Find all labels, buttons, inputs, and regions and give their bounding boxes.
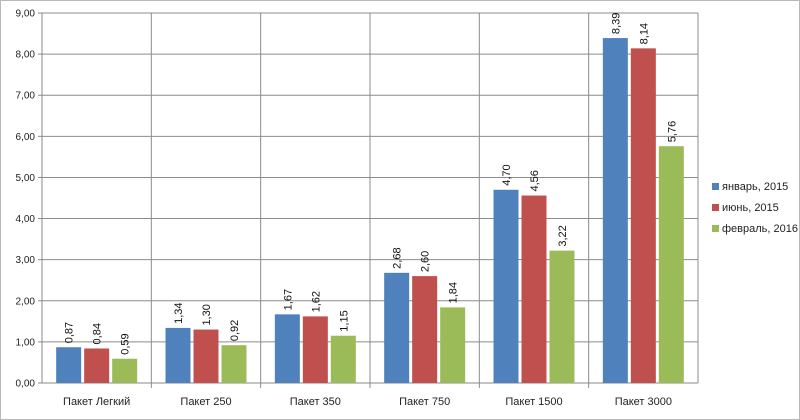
data-label: 1,62 (310, 291, 322, 312)
bar (330, 335, 356, 383)
data-label: 2,60 (420, 251, 432, 272)
legend-label: июнь, 2015 (722, 202, 779, 214)
y-tick-label: 0,00 (16, 379, 36, 390)
bar (521, 195, 547, 383)
x-category-label: Пакет 1500 (505, 396, 562, 408)
bar (193, 329, 219, 383)
data-label: 8,14 (638, 23, 650, 44)
bar (549, 250, 575, 383)
legend-swatch (712, 225, 719, 232)
data-label: 0,87 (64, 322, 76, 343)
y-tick-label: 4,00 (16, 214, 36, 225)
bar (112, 358, 138, 383)
data-label: 1,67 (282, 289, 294, 310)
data-label: 4,70 (501, 164, 513, 185)
data-label: 1,30 (201, 304, 213, 325)
y-tick-label: 1,00 (16, 337, 36, 348)
x-category-label: Пакет 350 (290, 396, 341, 408)
y-tick-label: 3,00 (16, 255, 36, 266)
bar (165, 327, 191, 383)
bar (384, 272, 410, 383)
legend-label: февраль, 2016 (722, 223, 798, 235)
bar (56, 347, 82, 383)
bar (84, 348, 110, 383)
y-tick-label: 7,00 (16, 91, 36, 102)
bar (440, 307, 466, 383)
x-category-label: Пакет 750 (399, 396, 450, 408)
bar (302, 316, 328, 383)
x-category-label: Пакет Легкий (63, 396, 130, 408)
data-label: 8,39 (610, 13, 622, 34)
y-tick-label: 2,00 (16, 296, 36, 307)
data-label: 3,22 (557, 225, 569, 246)
y-tick-label: 6,00 (16, 132, 36, 143)
data-label: 0,92 (229, 320, 241, 341)
x-category-label: Пакет 250 (180, 396, 231, 408)
bar (412, 276, 438, 383)
bar (602, 38, 628, 383)
x-category-label: Пакет 3000 (615, 396, 672, 408)
data-label: 5,76 (666, 121, 678, 142)
data-label: 1,15 (338, 310, 350, 331)
bar (221, 345, 247, 383)
data-label: 1,34 (173, 302, 185, 323)
legend-swatch (712, 204, 719, 211)
data-label: 0,84 (92, 323, 104, 344)
y-tick-label: 9,00 (16, 9, 36, 20)
data-label: 2,68 (392, 247, 404, 268)
y-tick-label: 8,00 (16, 50, 36, 61)
bar (658, 146, 684, 383)
data-label: 4,56 (529, 170, 541, 191)
legend-swatch (712, 183, 719, 190)
bar (493, 189, 519, 383)
bar (274, 314, 300, 383)
data-label: 0,59 (120, 333, 132, 354)
legend-label: январь, 2015 (722, 181, 788, 193)
bar (630, 48, 656, 383)
data-label: 1,84 (448, 282, 460, 303)
y-tick-label: 5,00 (16, 173, 36, 184)
